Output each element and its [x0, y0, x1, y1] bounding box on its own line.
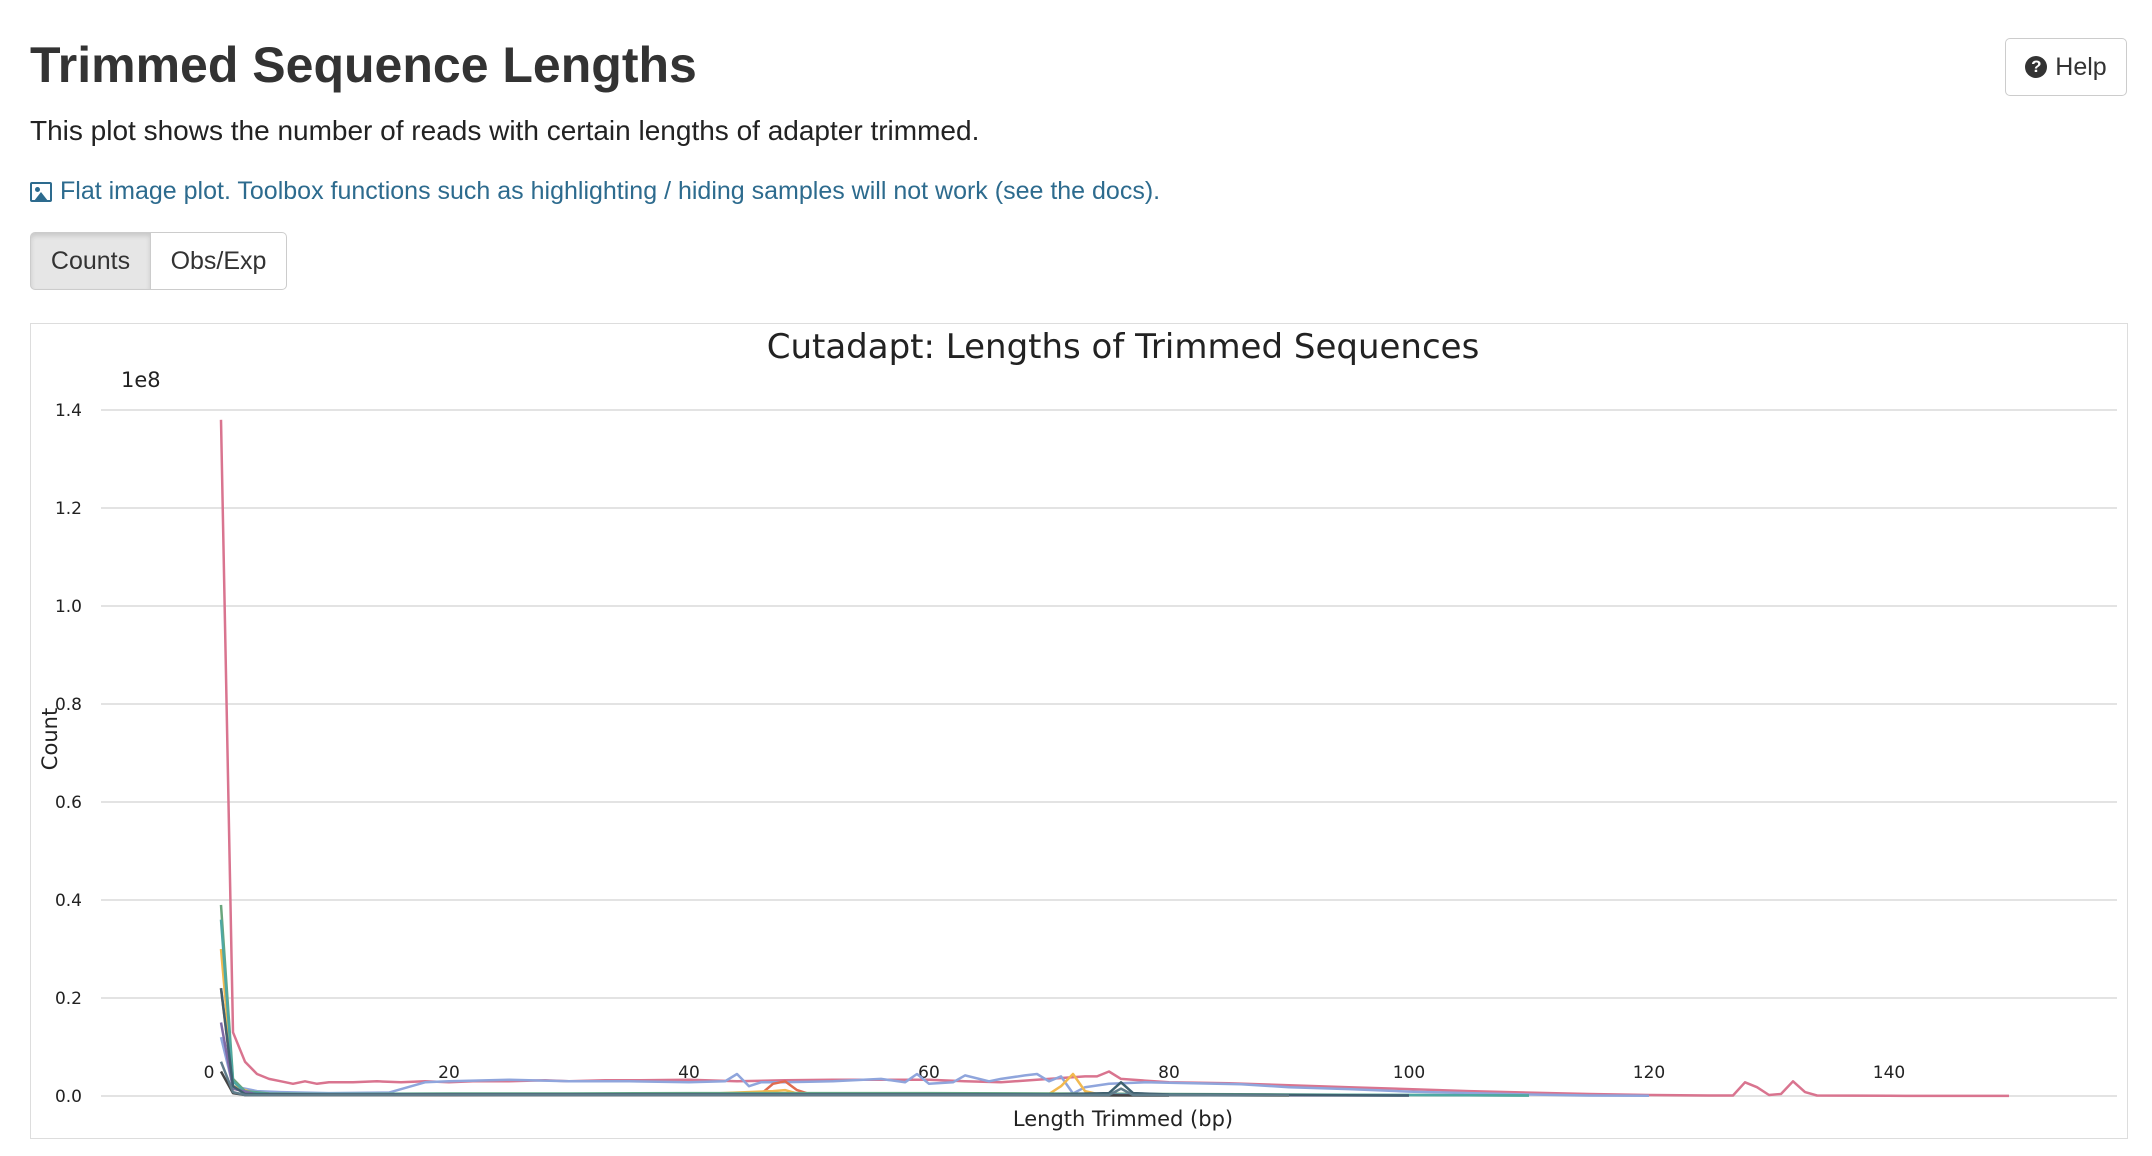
y-multiplier-label: 1e8: [121, 368, 161, 392]
x-tick-label: 20: [438, 1063, 460, 1083]
series-line-6: [219, 919, 1530, 1097]
y-axis-label: Count: [38, 708, 62, 770]
help-button-label: Help: [2055, 52, 2107, 81]
y-tick-label: 1.0: [55, 597, 82, 617]
flat-image-plot-link[interactable]: Flat image plot. Toolbox functions such …: [30, 177, 1160, 206]
x-tick-label: 140: [1873, 1063, 1905, 1083]
plot-container: 0.0 0.2 0.4 0.6 0.8 1.0 1.2 1.4 0 20 40 60 80 100 120…: [30, 323, 2128, 1139]
series-line-2: [219, 1036, 1650, 1098]
help-button[interactable]: ? Help: [2005, 38, 2127, 96]
y-tick-label: 0.4: [55, 891, 82, 911]
flat-image-plot-text: Flat image plot. Toolbox functions such …: [60, 177, 1161, 205]
series-line-5: [219, 904, 1530, 1097]
y-tick-label: 0.8: [55, 695, 82, 715]
series-line-4: [219, 948, 1290, 1097]
page-title: Trimmed Sequence Lengths: [30, 37, 697, 93]
image-icon: [30, 181, 52, 202]
y-tick-label: 0.2: [55, 989, 82, 1009]
y-tick-label: 0.0: [55, 1087, 82, 1107]
trimmed-lengths-chart: 0.00.20.40.60.81.01.21.4 0 20 40 60 80 100 120…: [38, 327, 2117, 1131]
obs-exp-button[interactable]: Obs/Exp: [151, 232, 287, 290]
question-circle-icon: ?: [2025, 56, 2048, 78]
series-line-1: [219, 419, 2010, 1098]
x-tick-label: 120: [1633, 1063, 1665, 1083]
counts-button[interactable]: Counts: [30, 232, 151, 290]
x-axis-label: Length Trimmed (bp): [1013, 1107, 1233, 1131]
section-description: This plot shows the number of reads with…: [30, 115, 980, 146]
y-tick-label: 1.4: [55, 401, 82, 421]
y-tick-label: 0.6: [55, 793, 82, 813]
x-tick-label: 0: [204, 1063, 215, 1083]
chart-title: Cutadapt: Lengths of Trimmed Sequences: [767, 327, 1480, 367]
x-tick-label: 40: [678, 1063, 700, 1083]
x-tick-label: 80: [1158, 1063, 1180, 1083]
plot-type-switch: Counts Obs/Exp: [30, 232, 287, 290]
series-line-10: [219, 1061, 1290, 1097]
x-tick-label: 100: [1393, 1063, 1425, 1083]
y-tick-label: 1.2: [55, 499, 82, 519]
